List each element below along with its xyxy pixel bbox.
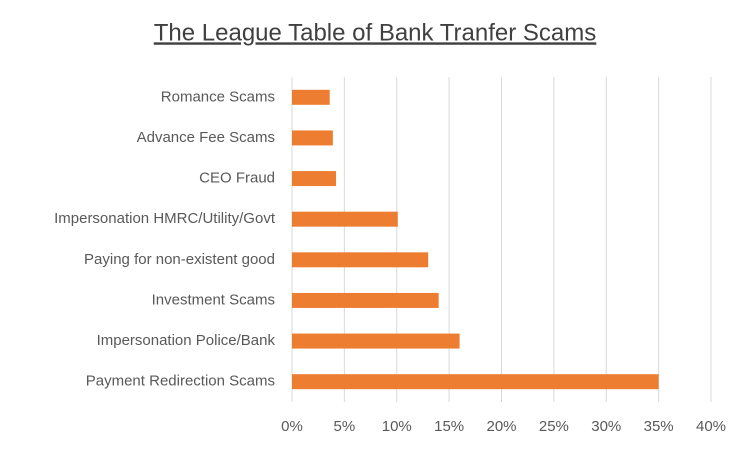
x-tick-label: 25%: [539, 418, 569, 435]
bar: [292, 333, 460, 349]
bar: [292, 130, 333, 146]
bar: [292, 89, 330, 105]
bar: [292, 292, 439, 308]
x-tick-label: 15%: [434, 418, 464, 435]
bar: [292, 211, 398, 227]
y-tick-label: Advance Fee Scams: [137, 129, 275, 146]
y-tick-label: Payment Redirection Scams: [86, 373, 275, 390]
x-tick-label: 20%: [486, 418, 516, 435]
chart-title: The League Table of Bank Tranfer Scams: [154, 19, 597, 46]
y-tick-label: Romance Scams: [161, 88, 275, 105]
x-tick-label: 30%: [591, 418, 621, 435]
bar: [292, 374, 659, 390]
y-tick-label: Investment Scams: [152, 291, 275, 308]
y-tick-label: Impersonation HMRC/Utility/Govt: [54, 210, 276, 227]
x-tick-label: 35%: [644, 418, 674, 435]
y-tick-label: Impersonation Police/Bank: [97, 332, 276, 349]
y-tick-label: CEO Fraud: [199, 170, 275, 187]
x-tick-label: 5%: [334, 418, 356, 435]
x-tick-label: 40%: [696, 418, 726, 435]
x-tick-label: 0%: [281, 418, 303, 435]
x-tick-label: 10%: [382, 418, 412, 435]
bar: [292, 171, 336, 187]
y-tick-label: Paying for non-existent good: [84, 251, 275, 268]
bar: [292, 252, 429, 268]
